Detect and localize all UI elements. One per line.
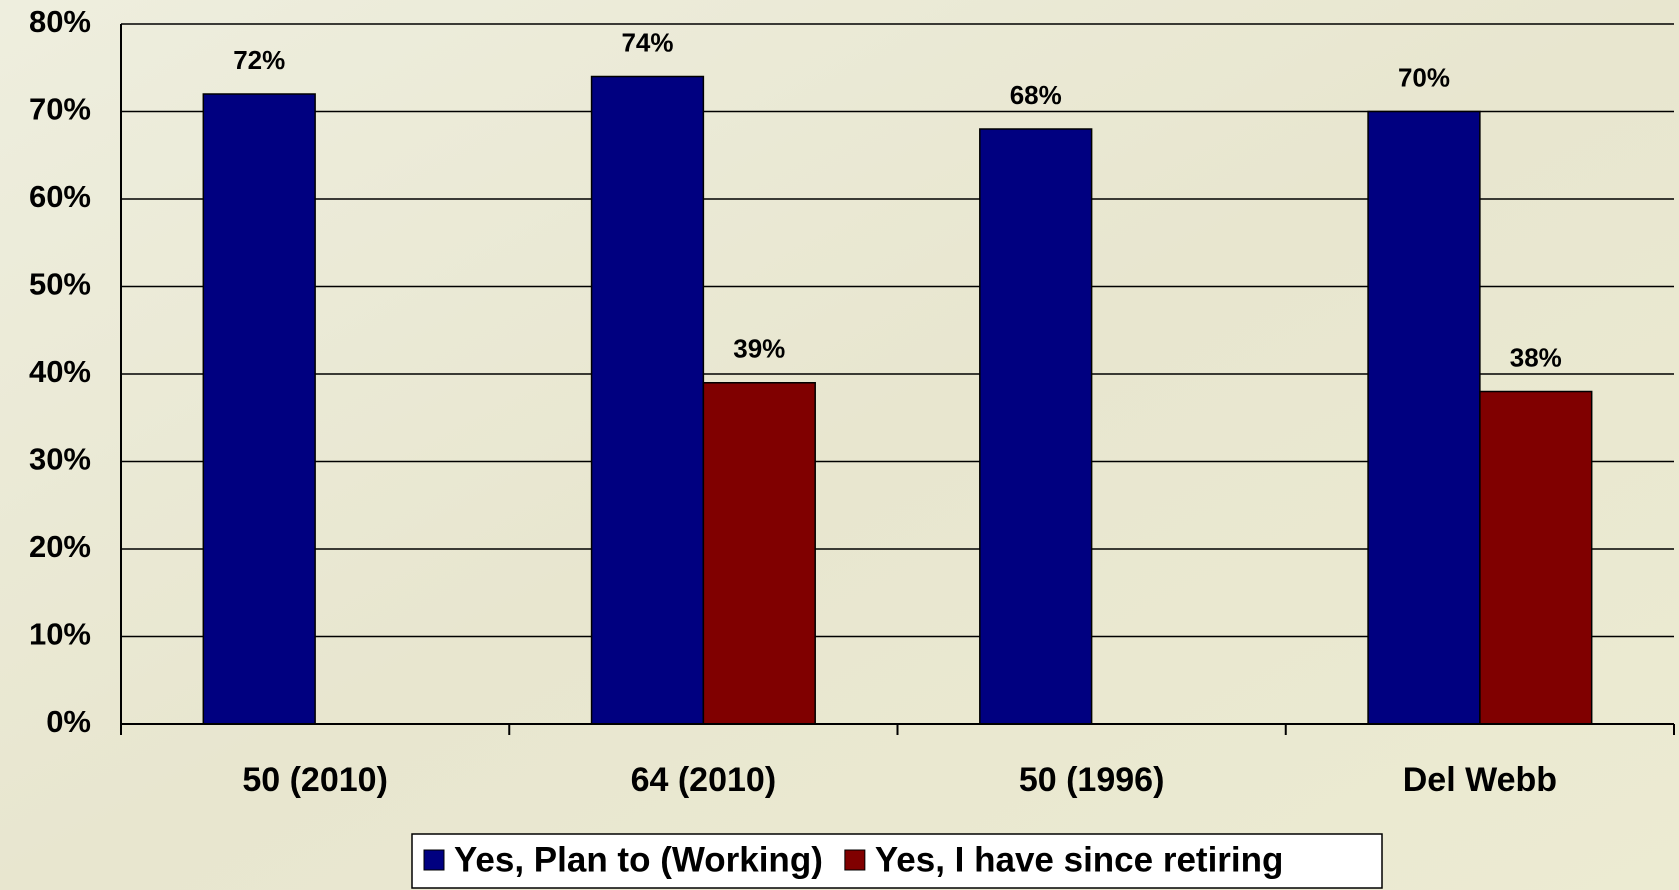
y-tick-label: 20% [29, 529, 91, 564]
y-tick-label: 50% [29, 267, 91, 302]
bar [590, 75, 705, 725]
legend-label: Yes, I have since retiring [875, 840, 1284, 879]
y-tick-label: 80% [29, 4, 91, 39]
value-label: 39% [733, 334, 785, 364]
legend-label: Yes, Plan to (Working) [454, 840, 823, 879]
bar [702, 382, 816, 725]
x-tick-label: 50 (2010) [242, 761, 388, 799]
y-tick-label: 30% [29, 442, 91, 477]
x-tick-label: 50 (1996) [1019, 761, 1165, 799]
bar [1479, 390, 1593, 725]
y-tick-label: 40% [29, 354, 91, 389]
value-label: 68% [1010, 80, 1062, 110]
legend-swatch [844, 849, 866, 871]
value-label: 72% [233, 45, 285, 75]
bar [1367, 110, 1481, 725]
y-tick-label: 70% [29, 92, 91, 127]
x-tick-label: Del Webb [1403, 761, 1557, 799]
value-label: 74% [621, 27, 673, 57]
legend-box [411, 833, 1383, 889]
y-tick-label: 0% [46, 704, 91, 739]
y-tick-label: 10% [29, 617, 91, 652]
bar [202, 93, 316, 725]
bar [979, 128, 1093, 725]
x-tick-label: 64 (2010) [631, 761, 777, 799]
y-tick-label: 60% [29, 179, 91, 214]
value-label: 70% [1398, 62, 1450, 92]
legend-swatch [423, 849, 445, 871]
value-label: 38% [1510, 342, 1562, 372]
